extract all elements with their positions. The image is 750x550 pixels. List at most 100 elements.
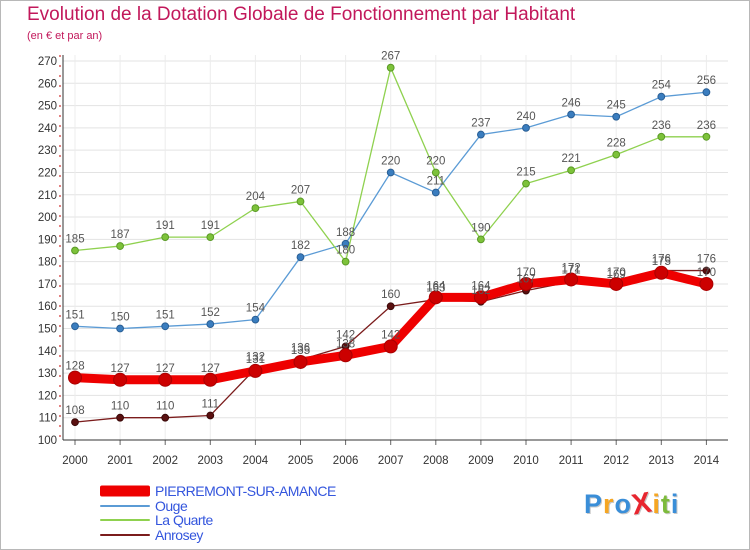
data-label-anrosey: 176 <box>652 254 671 266</box>
chart-legend: PIERREMONT-SUR-AMANCE Ouge La Quarte Anrose… <box>100 483 420 543</box>
data-point-ouge <box>161 322 170 331</box>
data-label-la-quarte: 191 <box>201 220 220 232</box>
data-point-anrosey <box>161 413 170 422</box>
data-label-anrosey: 142 <box>336 329 355 341</box>
y-tick-label: 130 <box>38 368 57 380</box>
data-label-anrosey: 171 <box>562 265 581 277</box>
y-tick-label: 270 <box>38 56 57 68</box>
data-label-la-quarte: 236 <box>652 120 671 132</box>
data-label-la-quarte: 180 <box>336 245 355 257</box>
data-label-la-quarte: 187 <box>111 229 130 241</box>
x-tick-label: 2009 <box>468 455 494 467</box>
data-point-ouge <box>522 123 530 132</box>
x-tick-label: 2003 <box>198 455 224 467</box>
x-tick-label: 2008 <box>423 455 449 467</box>
data-label-la-quarte: 190 <box>471 222 490 234</box>
x-tick-label: 2011 <box>559 455 584 467</box>
data-label-ouge: 254 <box>652 80 672 92</box>
data-point-ouge <box>296 253 305 262</box>
data-label-anrosey: 132 <box>246 352 265 364</box>
data-point-ouge <box>206 320 215 328</box>
data-label-ouge: 246 <box>562 98 581 110</box>
legend-swatch <box>100 519 150 522</box>
data-point-la-quarte <box>522 179 530 188</box>
y-tick-label: 100 <box>38 435 57 447</box>
y-tick-label: 140 <box>38 346 57 358</box>
data-label-ouge: 151 <box>65 309 84 321</box>
y-tick-label: 190 <box>38 234 57 246</box>
data-point-la-quarte <box>612 150 621 159</box>
data-label-pierremont-sur-amance: 127 <box>111 363 130 375</box>
data-label-la-quarte: 207 <box>291 184 310 196</box>
data-point-pierremont-sur-amance <box>654 265 669 280</box>
data-label-la-quarte: 215 <box>516 167 535 179</box>
logo-letter: i <box>670 489 680 519</box>
y-tick-label: 120 <box>38 390 57 402</box>
y-tick-label: 160 <box>38 301 57 313</box>
y-tick-label: 220 <box>38 167 57 179</box>
data-point-pierremont-sur-amance <box>158 372 173 387</box>
logo-letter: X <box>629 486 655 522</box>
logo-letter: i <box>652 489 661 519</box>
logo-letter: P <box>584 489 604 519</box>
x-tick-label: 2005 <box>288 455 314 467</box>
data-label-ouge: 211 <box>427 176 445 188</box>
data-point-la-quarte <box>657 132 666 141</box>
x-tick-label: 2000 <box>62 455 88 467</box>
x-tick-label: 2013 <box>649 455 675 467</box>
data-point-anrosey <box>386 302 395 311</box>
x-tick-label: 2002 <box>152 455 178 467</box>
data-label-anrosey: 169 <box>607 269 626 281</box>
data-label-anrosey: 162 <box>471 285 490 297</box>
data-label-ouge: 182 <box>291 240 310 252</box>
proxiti-logo: ProXiti <box>584 486 680 522</box>
legend-item: La Quarte <box>100 512 420 528</box>
data-label-la-quarte: 267 <box>381 51 400 63</box>
data-label-pierremont-sur-amance: 172 <box>562 262 581 274</box>
data-label-ouge: 188 <box>336 227 355 239</box>
x-tick-label: 2014 <box>694 455 720 467</box>
data-point-pierremont-sur-amance <box>293 354 308 369</box>
data-label-pierremont-sur-amance: 127 <box>201 363 220 375</box>
data-point-pierremont-sur-amance <box>473 290 488 305</box>
data-point-la-quarte <box>296 197 305 206</box>
data-point-ouge <box>251 315 260 324</box>
data-point-ouge <box>612 112 621 121</box>
data-point-la-quarte <box>206 233 215 242</box>
x-tick-label: 2010 <box>513 455 539 467</box>
data-point-pierremont-sur-amance <box>428 290 443 305</box>
data-label-ouge: 150 <box>111 312 130 324</box>
y-tick-label: 170 <box>38 279 57 291</box>
data-label-la-quarte: 228 <box>607 138 626 150</box>
data-point-anrosey <box>71 418 79 427</box>
y-tick-label: 210 <box>38 190 57 202</box>
legend-item: PIERREMONT-SUR-AMANCE <box>100 483 420 499</box>
data-point-pierremont-sur-amance <box>383 339 398 354</box>
y-tick-label: 110 <box>39 413 57 425</box>
data-point-la-quarte <box>567 166 575 175</box>
legend-label: Ouge <box>155 497 188 514</box>
data-label-pierremont-sur-amance: 138 <box>336 338 355 350</box>
legend-item: Anrosey <box>100 527 420 543</box>
x-tick-label: 2004 <box>243 455 269 467</box>
data-label-ouge: 151 <box>156 309 175 321</box>
data-label-pierremont-sur-amance: 170 <box>607 267 626 279</box>
data-label-anrosey: 110 <box>156 401 174 413</box>
data-point-la-quarte <box>251 204 260 213</box>
data-point-ouge <box>477 130 485 139</box>
data-label-la-quarte: 185 <box>65 234 84 246</box>
y-tick-label: 180 <box>38 257 57 269</box>
data-label-anrosey: 111 <box>202 398 219 410</box>
data-label-pierremont-sur-amance: 164 <box>426 280 446 292</box>
x-tick-label: 2001 <box>107 455 133 467</box>
logo-letter: r <box>603 489 615 519</box>
data-point-la-quarte <box>477 235 485 244</box>
data-point-pierremont-sur-amance <box>338 348 353 363</box>
data-label-ouge: 240 <box>516 111 535 123</box>
data-label-anrosey: 110 <box>111 401 129 413</box>
logo-letter: t <box>660 489 671 519</box>
data-point-pierremont-sur-amance <box>609 276 624 291</box>
data-point-la-quarte <box>116 242 124 250</box>
data-point-la-quarte <box>386 63 395 72</box>
data-label-anrosey: 163 <box>426 283 445 295</box>
